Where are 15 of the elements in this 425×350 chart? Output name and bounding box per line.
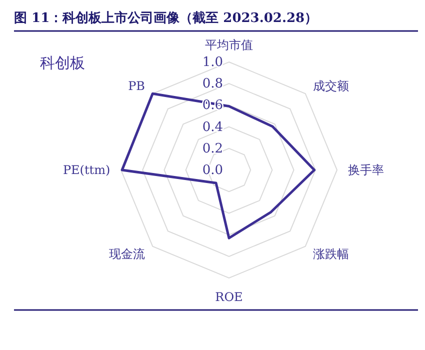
text: 科创板 [40,54,85,72]
chart-title: 图 11：科创板上市公司画像（截至 2023.02.28） [14,10,318,26]
y-tick-label: 0.8 [202,76,223,92]
spoke-label: PE(ttm) [62,163,110,177]
spoke-label: PB [128,78,146,93]
spoke-label: 平均市值 [205,38,253,52]
spoke-label: 涨跌幅 [313,247,350,262]
spoke-label: 现金流 [108,247,145,262]
spoke-label: 换手率 [348,163,384,177]
y-tick-label: 0.4 [202,120,223,135]
y-tick-label: 1.0 [202,55,223,70]
y-tick-label: 0.2 [202,141,223,156]
y-tick-label: 0.0 [202,163,223,178]
spoke-label: ROE [215,290,243,304]
spoke-label: 成交额 [313,78,350,93]
